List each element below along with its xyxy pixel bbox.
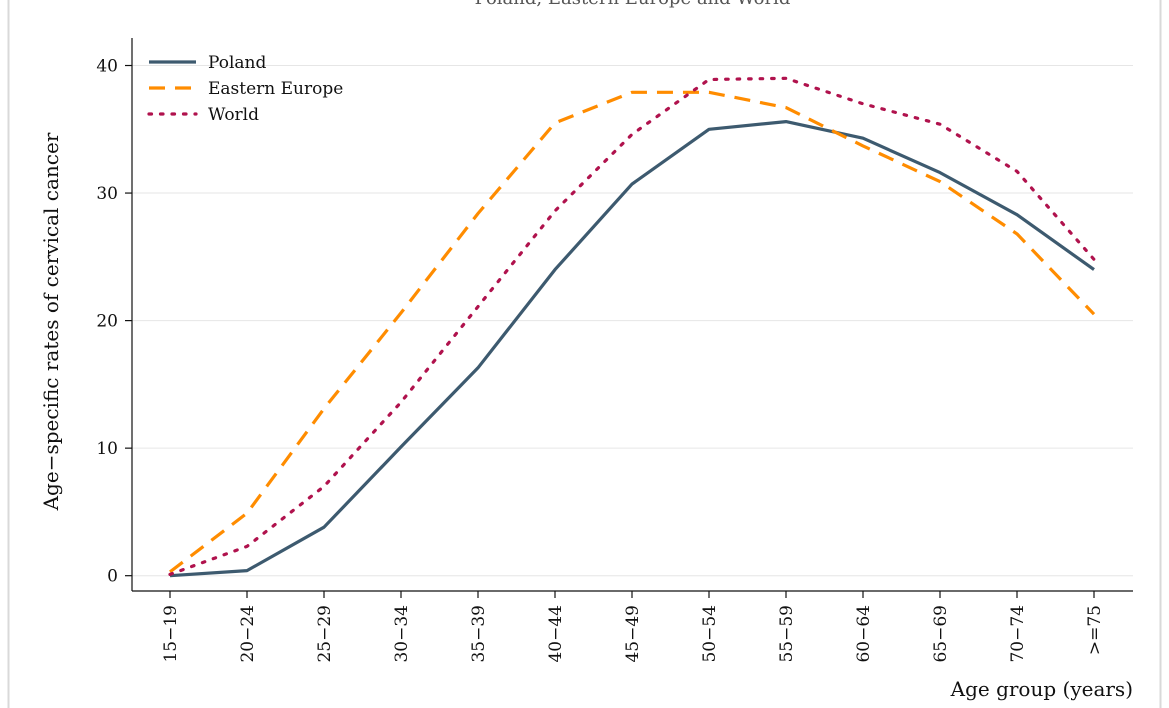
legend: Poland Eastern Europe World — [147, 53, 343, 125]
x-tick-label: 40−44 — [546, 605, 566, 663]
series-line-poland — [169, 119, 1095, 578]
x-tick-label: 45−49 — [623, 605, 643, 663]
legend-label: World — [208, 105, 259, 125]
x-tick-label: 25−29 — [315, 605, 335, 663]
x-tick-label: 15−19 — [161, 605, 181, 663]
x-tick-label: >=75 — [1085, 605, 1105, 655]
series-line-eastern-europe — [169, 90, 1096, 574]
x-tick-label: 70−74 — [1008, 605, 1028, 663]
x-tick-label: 30−34 — [392, 605, 412, 663]
y-tick-label: 20 — [96, 312, 118, 332]
series-layer — [168, 76, 1096, 578]
axes: 0 10 20 30 40 15−19 20−24 25−29 30−34 35−39 40−44 4… — [96, 38, 1133, 663]
y-tick-label: 40 — [96, 57, 118, 77]
legend-label: Poland — [208, 53, 267, 73]
legend-label: Eastern Europe — [208, 79, 343, 99]
x-axis-title: Age group (years) — [950, 677, 1133, 701]
x-tick-label: 60−64 — [854, 605, 874, 663]
y-tick-label: 30 — [96, 184, 118, 204]
y-tick-label: 10 — [96, 439, 118, 459]
series-line-world — [168, 76, 1096, 577]
x-tick-label: 20−24 — [238, 605, 258, 663]
y-tick-label: 0 — [107, 567, 118, 587]
outer-frame — [7, 0, 1162, 708]
x-tick-label: 50−54 — [700, 605, 720, 663]
gridlines — [132, 65, 1133, 577]
x-tick-label: 65−69 — [931, 605, 951, 663]
x-tick-label: 55−59 — [777, 605, 797, 663]
y-axis-title: Age−specific rates of cervical cancer — [39, 132, 63, 511]
chart-title: Poland, Eastern Europe and World — [475, 0, 791, 9]
x-tick-label: 35−39 — [469, 605, 489, 663]
